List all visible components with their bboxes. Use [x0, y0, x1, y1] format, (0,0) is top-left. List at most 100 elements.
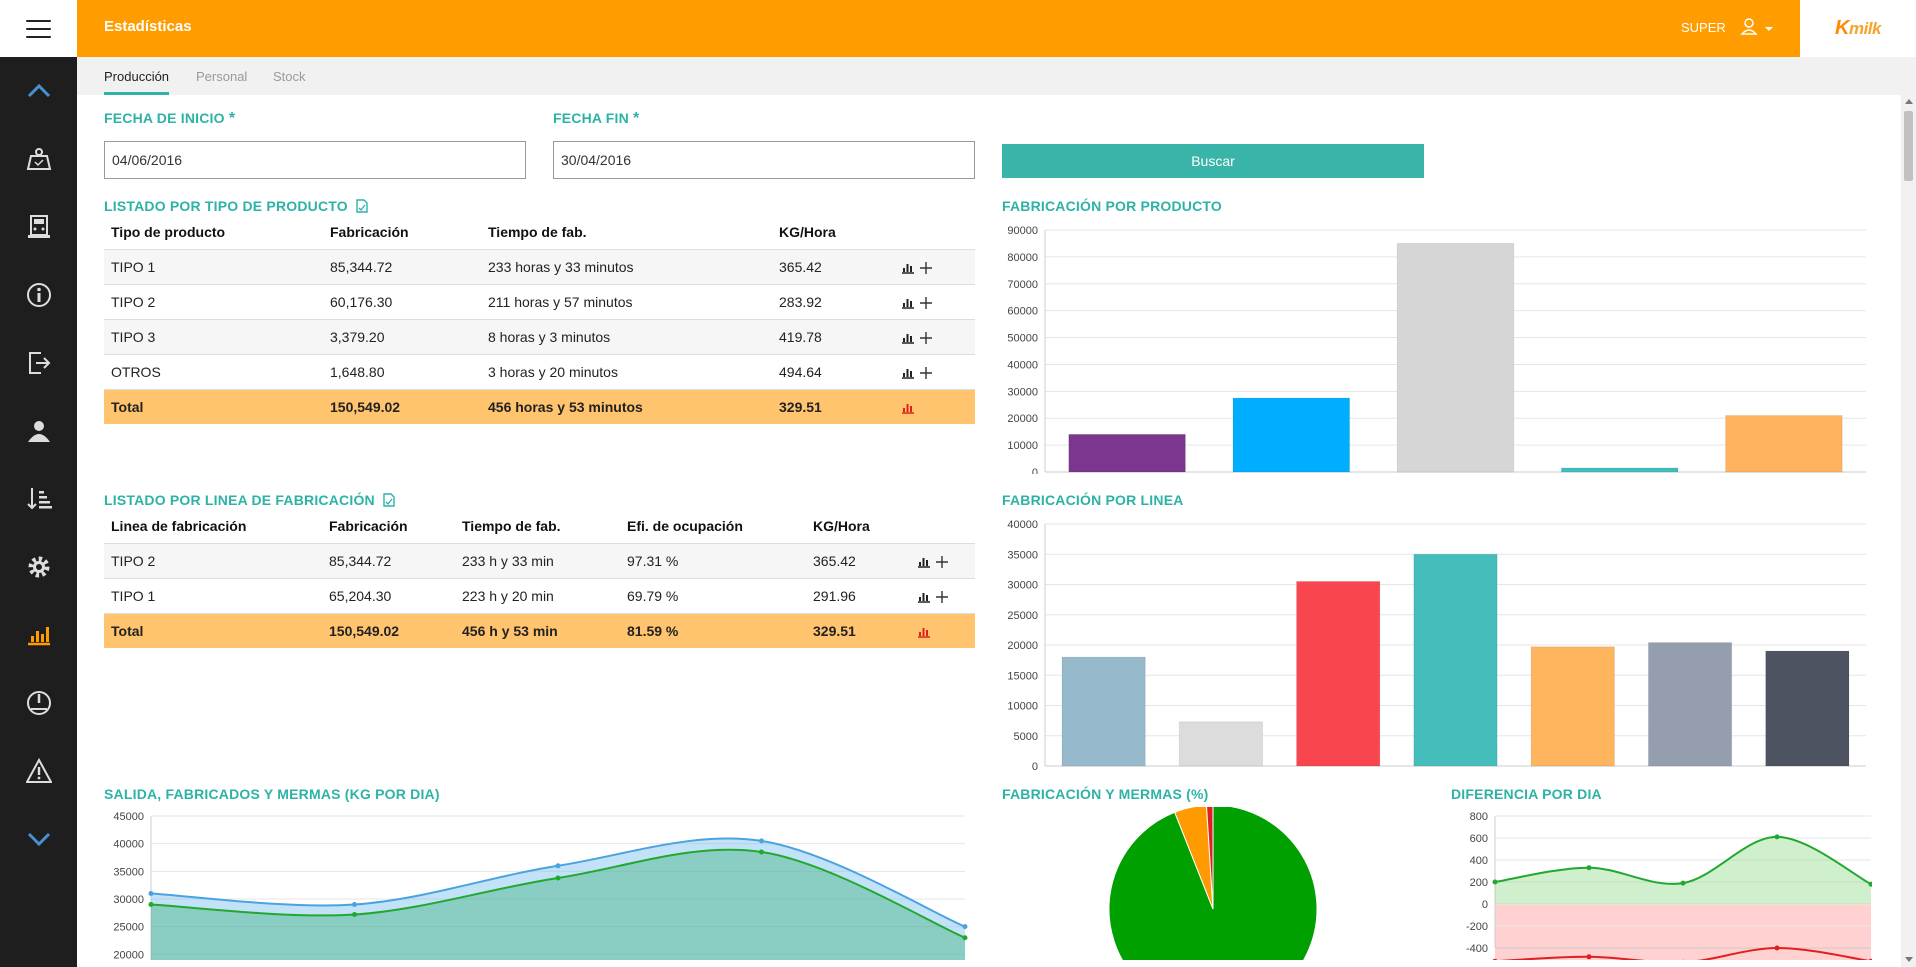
data-point[interactable] — [1774, 945, 1780, 951]
sidebar-item-statistics[interactable] — [0, 607, 77, 663]
search-button[interactable]: Buscar — [1002, 144, 1424, 178]
export-file-icon[interactable] — [383, 493, 395, 507]
data-point[interactable] — [1586, 865, 1592, 871]
bar[interactable] — [1296, 580, 1381, 767]
chart-icon[interactable] — [917, 626, 931, 638]
total-cell: 329.51 — [806, 613, 910, 648]
bar[interactable] — [1061, 656, 1146, 767]
table-cell: 1,648.80 — [323, 354, 481, 390]
tab-personal[interactable]: Personal — [196, 69, 248, 84]
scroll-up-arrow-icon[interactable] — [1905, 99, 1913, 104]
sidebar-item-weight[interactable] — [0, 131, 77, 187]
total-cell: 81.59 % — [620, 613, 806, 648]
bar[interactable] — [1765, 650, 1850, 767]
table-cell: TIPO 3 — [104, 319, 323, 355]
data-point[interactable] — [962, 924, 968, 930]
sidebar-item-settings[interactable] — [0, 539, 77, 595]
add-icon[interactable] — [919, 296, 933, 310]
data-point[interactable] — [555, 863, 561, 869]
bar[interactable] — [1178, 721, 1264, 767]
data-point[interactable] — [1868, 881, 1873, 887]
table-cell: 365.42 — [772, 249, 894, 285]
data-point[interactable] — [759, 849, 764, 855]
chart-icon[interactable] — [901, 262, 915, 274]
data-point[interactable] — [1492, 958, 1498, 960]
y-tick-label: 40000 — [1007, 359, 1038, 371]
bar[interactable] — [1396, 242, 1515, 473]
page-scrollbar[interactable] — [1901, 95, 1916, 967]
add-icon[interactable] — [935, 590, 949, 604]
pie-slice[interactable] — [1174, 807, 1214, 910]
column-header: Tiempo de fab. — [455, 509, 620, 544]
data-point[interactable] — [352, 902, 357, 908]
add-icon[interactable] — [919, 261, 933, 275]
sidebar-scroll-down[interactable] — [0, 811, 77, 867]
add-icon[interactable] — [935, 555, 949, 569]
table-header-row: Linea de fabricación Fabricación Tiempo … — [104, 509, 975, 544]
data-point[interactable] — [1492, 879, 1498, 885]
scroll-thumb[interactable] — [1904, 111, 1913, 181]
bar[interactable] — [1413, 553, 1498, 767]
pie-slice[interactable] — [1206, 807, 1214, 910]
chart-title-line: FABRICACIÓN POR LINEA — [1002, 492, 1184, 508]
bar[interactable] — [1725, 415, 1843, 473]
sidebar-scroll-up[interactable] — [0, 63, 77, 119]
data-point[interactable] — [1586, 954, 1592, 960]
top-bar: Estadísticas SUPER Kmilk — [0, 0, 1916, 57]
info-icon — [26, 283, 51, 307]
user-menu-button[interactable] — [1740, 17, 1778, 39]
add-icon[interactable] — [919, 331, 933, 345]
sidebar-item-users[interactable] — [0, 403, 77, 459]
end-date-input[interactable] — [553, 141, 975, 179]
chart-icon[interactable] — [917, 556, 931, 568]
data-point[interactable] — [1774, 834, 1780, 840]
data-point[interactable] — [759, 838, 764, 844]
column-header: Fabricación — [322, 509, 455, 544]
chart-icon[interactable] — [901, 367, 915, 379]
chart-icon[interactable] — [917, 591, 931, 603]
sidebar-item-info[interactable] — [0, 267, 77, 323]
data-point[interactable] — [1680, 880, 1686, 886]
bar[interactable] — [1560, 467, 1679, 473]
tab-stock[interactable]: Stock — [273, 69, 306, 84]
scroll-down-arrow-icon[interactable] — [1905, 957, 1913, 962]
export-file-icon[interactable] — [356, 199, 368, 213]
bar[interactable] — [1647, 642, 1733, 767]
chart-icon[interactable] — [901, 402, 915, 414]
sidebar-item-gauge[interactable] — [0, 675, 77, 731]
y-tick-label: 40000 — [113, 839, 144, 851]
add-icon[interactable] — [919, 366, 933, 380]
data-point[interactable] — [1868, 958, 1873, 960]
sidebar-item-machine[interactable] — [0, 199, 77, 255]
logo: Kmilk — [1800, 0, 1916, 57]
total-cell: 456 horas y 53 minutos — [481, 389, 772, 424]
data-point[interactable] — [148, 890, 154, 896]
sidebar-item-warnings[interactable] — [0, 743, 77, 799]
bar[interactable] — [1232, 397, 1351, 473]
sidebar — [0, 57, 77, 967]
bar[interactable] — [1530, 646, 1615, 767]
data-point[interactable] — [962, 935, 968, 941]
diff-line-chart: -400 -200 0 200 400 600 800 — [1466, 811, 1873, 960]
product-bar-chart: 0 10000 20000 30000 40000 50000 60000 70000 8000… — [1007, 225, 1866, 474]
sidebar-item-sort[interactable] — [0, 471, 77, 527]
y-tick-label: -200 — [1466, 921, 1488, 933]
data-point[interactable] — [148, 902, 154, 908]
chart-icon[interactable] — [901, 297, 915, 309]
column-header: KG/Hora — [772, 215, 894, 250]
table-cell: 365.42 — [806, 543, 910, 579]
tab-produccion[interactable]: Producción — [104, 69, 170, 95]
table-cell: 65,204.30 — [322, 578, 455, 614]
data-point[interactable] — [555, 875, 561, 881]
chart-icon[interactable] — [901, 332, 915, 344]
pie-slice[interactable] — [1108, 807, 1318, 960]
start-date-input[interactable] — [104, 141, 526, 179]
bar[interactable] — [1068, 433, 1186, 473]
sidebar-item-logout[interactable] — [0, 335, 77, 391]
menu-button[interactable] — [0, 0, 77, 57]
total-row: Total 150,549.02 456 horas y 53 minutos 329… — [104, 389, 975, 424]
y-tick-label: 10000 — [1007, 701, 1038, 713]
line-table-title: LISTADO POR LINEA DE FABRICACIÓN — [104, 492, 395, 508]
data-point[interactable] — [352, 911, 357, 917]
user-name[interactable]: SUPER — [1681, 20, 1726, 35]
